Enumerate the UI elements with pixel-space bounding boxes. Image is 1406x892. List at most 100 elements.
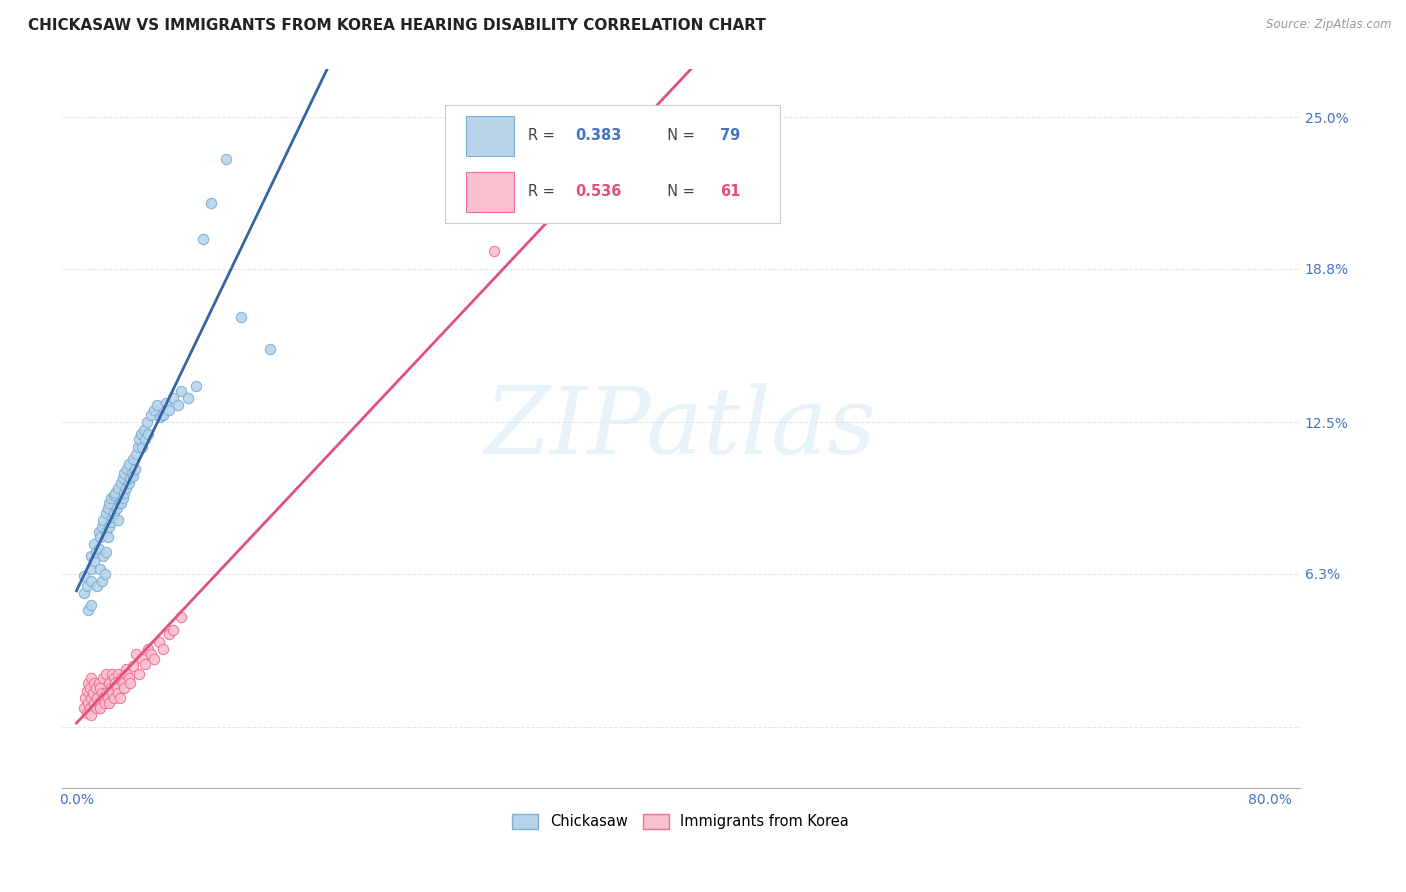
Point [83, 676, 105, 690]
Point [131, 652, 153, 666]
Point [77, 676, 100, 690]
Text: ZIPatlas: ZIPatlas [485, 384, 876, 474]
Point [86, 579, 108, 593]
Point [103, 488, 125, 502]
Point [111, 491, 134, 505]
Point [80, 708, 103, 723]
Point [84, 544, 107, 558]
Point [127, 440, 149, 454]
Point [90, 520, 112, 534]
Point [105, 681, 128, 695]
Point [98, 696, 121, 710]
Point [97, 690, 120, 705]
Point [108, 690, 131, 705]
Text: N =: N = [658, 128, 700, 144]
Point [75, 690, 97, 705]
Point [162, 623, 184, 637]
Point [100, 681, 122, 695]
Point [162, 391, 184, 405]
Point [87, 676, 110, 690]
Point [124, 461, 146, 475]
Point [107, 481, 129, 495]
Point [170, 610, 193, 624]
Point [87, 524, 110, 539]
Point [77, 696, 100, 710]
Point [214, 152, 236, 166]
Point [110, 672, 132, 686]
Point [104, 676, 127, 690]
Point [98, 496, 121, 510]
Point [157, 403, 180, 417]
FancyBboxPatch shape [467, 116, 513, 156]
Point [86, 690, 108, 705]
Point [96, 524, 118, 539]
Point [112, 467, 135, 481]
Point [89, 561, 111, 575]
Point [76, 683, 98, 698]
Point [121, 467, 143, 481]
Point [115, 666, 138, 681]
Point [84, 681, 107, 695]
Point [129, 427, 152, 442]
Point [91, 549, 114, 564]
Legend: Chickasaw, Immigrants from Korea: Chickasaw, Immigrants from Korea [506, 808, 855, 835]
Point [96, 544, 118, 558]
Point [136, 427, 159, 442]
Point [104, 486, 127, 500]
Point [89, 700, 111, 714]
Point [107, 686, 129, 700]
Point [91, 672, 114, 686]
Point [128, 666, 150, 681]
Point [89, 530, 111, 544]
Point [108, 496, 131, 510]
Point [76, 706, 98, 720]
Point [77, 603, 100, 617]
Point [96, 666, 118, 681]
Point [96, 506, 118, 520]
Point [143, 652, 166, 666]
FancyBboxPatch shape [467, 172, 513, 211]
Point [87, 696, 110, 710]
Text: R =: R = [529, 185, 560, 199]
Point [118, 457, 141, 471]
Point [167, 398, 190, 412]
Point [84, 700, 107, 714]
Point [98, 520, 121, 534]
Point [80, 574, 103, 588]
Point [73, 569, 96, 583]
Point [125, 647, 148, 661]
Point [87, 542, 110, 557]
Point [148, 635, 170, 649]
FancyBboxPatch shape [446, 104, 780, 223]
Point [132, 423, 155, 437]
Point [103, 672, 125, 686]
Text: 61: 61 [720, 185, 741, 199]
Point [96, 686, 118, 700]
Point [79, 700, 101, 714]
Text: 0.536: 0.536 [575, 185, 621, 199]
Point [128, 433, 150, 447]
Point [73, 586, 96, 600]
Point [115, 461, 138, 475]
Point [184, 378, 207, 392]
Text: 79: 79 [720, 128, 741, 144]
Point [80, 690, 103, 705]
Point [149, 410, 172, 425]
Point [177, 391, 200, 405]
Point [193, 232, 215, 246]
Point [143, 403, 166, 417]
Point [118, 476, 141, 491]
Point [120, 676, 142, 690]
Point [103, 690, 125, 705]
Point [97, 530, 120, 544]
Point [107, 513, 129, 527]
Point [79, 681, 101, 695]
Point [112, 486, 135, 500]
Point [110, 496, 132, 510]
Point [100, 516, 122, 530]
Point [107, 666, 129, 681]
Point [98, 676, 121, 690]
Point [157, 627, 180, 641]
Point [139, 647, 162, 661]
Point [120, 471, 142, 485]
